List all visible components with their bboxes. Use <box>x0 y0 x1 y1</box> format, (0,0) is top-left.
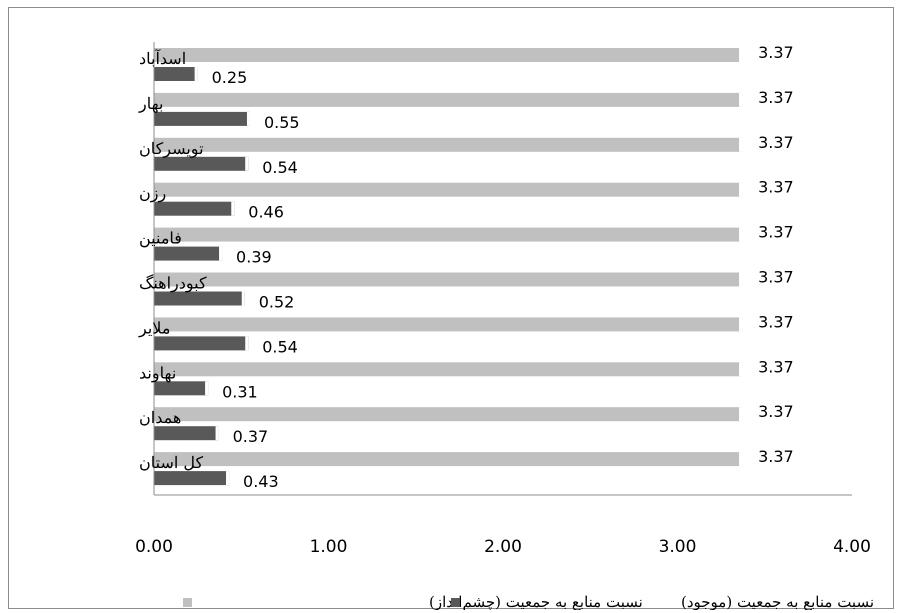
bar-current <box>154 201 235 216</box>
bar-current <box>154 67 198 81</box>
bar-forecast-edge <box>739 182 743 197</box>
bar-current-edge <box>245 156 249 171</box>
data-label-forecast: 3.37 <box>758 402 794 421</box>
bar-forecast <box>154 452 743 467</box>
bar-forecast-edge <box>739 407 743 422</box>
data-label-forecast: 3.37 <box>758 357 794 376</box>
bar-forecast-edge <box>739 137 743 152</box>
legend-label-current: نسبت منابع به جمعیت (موجود) <box>681 593 874 610</box>
bar-forecast <box>154 137 743 152</box>
data-label-forecast: 3.37 <box>758 178 794 197</box>
x-tick-label: 1.00 <box>310 537 348 557</box>
data-label-current: 0.39 <box>236 248 272 267</box>
data-label-current: 0.46 <box>248 203 284 222</box>
bar-current-edge <box>219 246 223 261</box>
bar-forecast <box>154 48 743 62</box>
x-tick-label: 0.00 <box>135 537 173 557</box>
bar-current <box>154 246 223 261</box>
data-label-forecast: 3.37 <box>758 312 794 331</box>
bar-forecast-edge <box>739 227 743 242</box>
chart-frame: 0.00 1.00 2.00 3.00 4.00 3.37 0.25 اسدآباد 3.37… <box>8 7 894 610</box>
legend-swatch-current <box>451 598 460 607</box>
data-label-forecast: 3.37 <box>758 268 794 287</box>
category-label: کل استان <box>139 453 204 472</box>
data-label-current: 0.37 <box>233 427 269 446</box>
bar-current <box>154 111 250 126</box>
data-label-current: 0.25 <box>212 68 248 87</box>
bar-forecast-edge <box>739 317 743 332</box>
bar-forecast-edge <box>739 452 743 467</box>
data-label-current: 0.54 <box>262 337 298 356</box>
data-label-forecast: 3.37 <box>758 133 794 152</box>
data-label-current: 0.54 <box>262 158 298 177</box>
bars-layer <box>154 48 743 486</box>
legend-swatch-forecast <box>183 598 192 607</box>
bar-current <box>154 426 219 441</box>
bar-current-edge <box>194 67 198 81</box>
bar-current-edge <box>246 111 250 126</box>
bar-forecast <box>154 272 743 287</box>
category-label: کبودراهنگ <box>139 274 207 293</box>
category-label: همدان <box>139 408 181 427</box>
category-label: اسدآباد <box>139 48 186 68</box>
category-label: رزن <box>139 184 166 203</box>
data-label-current: 0.43 <box>243 472 279 491</box>
bar-forecast-edge <box>739 48 743 62</box>
x-tick-label: 2.00 <box>484 537 522 557</box>
bar-forecast <box>154 227 743 242</box>
bar-current-edge <box>241 291 245 306</box>
bar-current-edge <box>231 201 235 216</box>
bar-current <box>154 381 209 396</box>
data-label-current: 0.31 <box>222 382 258 401</box>
legend: نسبت منابع به جمعیت (چشم‌انداز) نسبت منا… <box>183 593 874 610</box>
bar-forecast-edge <box>739 272 743 287</box>
bar-current-edge <box>215 426 219 441</box>
category-label: نهاوند <box>139 363 176 382</box>
data-label-forecast: 3.37 <box>758 447 794 466</box>
bar-forecast-edge <box>739 362 743 377</box>
x-tick-label: 3.00 <box>659 537 697 557</box>
bar-current <box>154 156 249 171</box>
bar-chart: 0.00 1.00 2.00 3.00 4.00 3.370.25اسدآباد3.37… <box>135 42 874 610</box>
bar-current <box>154 471 230 486</box>
bar-forecast <box>154 362 743 377</box>
axis-layer: 0.00 1.00 2.00 3.00 4.00 <box>135 42 871 557</box>
bar-current-edge <box>226 471 230 486</box>
bar-forecast <box>154 407 743 422</box>
bar-forecast-edge <box>739 92 743 107</box>
bar-current-edge <box>205 381 209 396</box>
data-label-forecast: 3.37 <box>758 88 794 107</box>
category-label: فامنین <box>139 229 182 248</box>
data-label-current: 0.55 <box>264 113 300 132</box>
x-tick-label: 4.00 <box>833 537 871 557</box>
bar-current-edge <box>245 336 249 351</box>
data-label-forecast: 3.37 <box>758 43 794 62</box>
data-label-forecast: 3.37 <box>758 223 794 242</box>
bar-forecast <box>154 317 743 332</box>
bar-current <box>154 336 249 351</box>
category-label: تویسرکان <box>139 139 204 158</box>
category-label: ملایر <box>138 318 170 337</box>
bar-forecast <box>154 182 743 197</box>
labels-layer: 3.37 0.25 اسدآباد 3.37 0.55 بهار 3.37 0.54 تویسر… <box>138 43 794 491</box>
legend-label-forecast: نسبت منابع به جمعیت (چشم‌انداز) <box>429 593 643 610</box>
data-label-current: 0.52 <box>259 293 295 312</box>
bar-current <box>154 291 245 306</box>
category-label: بهار <box>138 94 163 113</box>
bar-forecast <box>154 92 743 107</box>
